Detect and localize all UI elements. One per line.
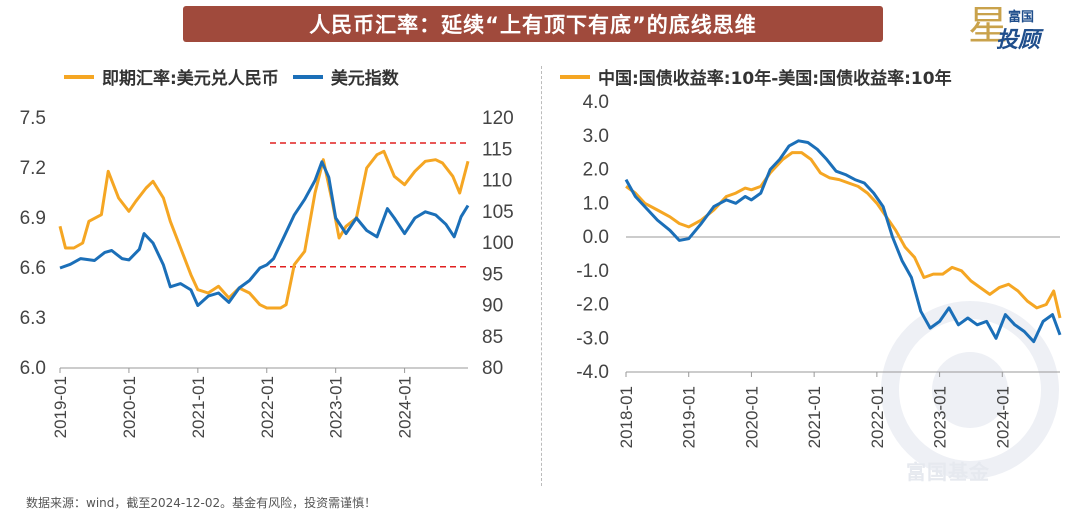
right-x-tick-label: 2021-01 xyxy=(805,386,824,448)
series-line-usdcny xyxy=(58,149,470,310)
right-chart-y-tick-label: -3.0 xyxy=(576,328,609,349)
left-y-tick-label: 6.9 xyxy=(20,208,46,229)
page-title: 人民币汇率：延续“上有顶下有底”的底线思维 xyxy=(183,6,883,42)
right-y-tick-label: 80 xyxy=(482,358,503,379)
left-x-tick-label: 2024-01 xyxy=(396,376,415,438)
left-y-tick-label: 6.3 xyxy=(20,308,46,329)
right-x-tick-label: 2024-01 xyxy=(993,386,1012,448)
right-y-tick-label: 110 xyxy=(482,171,512,192)
right-chart-y-tick-label: -2.0 xyxy=(576,295,609,316)
right-y-tick-label: 105 xyxy=(482,202,514,223)
brand-logo: 星 富国 投顾 xyxy=(968,4,1076,54)
right-x-tick-label: 2022-01 xyxy=(868,386,887,448)
legend-item-dxy: 美元指数 xyxy=(292,64,399,89)
chart-divider xyxy=(541,66,542,486)
left-y-tick-label: 7.2 xyxy=(20,158,46,179)
right-chart-legend: 中国:国债收益率:10年-美国:国债收益率:10年 xyxy=(560,64,966,89)
left-x-tick-label: 2022-01 xyxy=(258,376,277,438)
right-chart-y-tick-label: 0.0 xyxy=(583,227,609,248)
left-y-tick-label: 7.5 xyxy=(20,108,46,129)
series-line-dxy xyxy=(59,160,470,307)
right-x-tick-label: 2019-01 xyxy=(680,386,699,448)
right-chart-y-tick-label: 2.0 xyxy=(583,160,609,181)
right-chart-y-tick-label: 1.0 xyxy=(583,193,609,214)
left-y-tick-label: 6.0 xyxy=(20,358,46,379)
right-y-tick-label: 90 xyxy=(482,296,503,317)
right-y-tick-label: 120 xyxy=(482,108,514,129)
legend-item-spread: 中国:国债收益率:10年-美国:国债收益率:10年 xyxy=(560,64,952,89)
right-chart-y-tick-label: 3.0 xyxy=(583,126,609,147)
brand-small-text: 富国 xyxy=(1008,10,1035,25)
right-y-tick-label: 85 xyxy=(482,327,503,348)
right-y-tick-label: 115 xyxy=(482,139,512,160)
right-x-tick-label: 2020-01 xyxy=(742,386,761,448)
legend-swatch-yellow-2 xyxy=(560,74,590,79)
right-y-tick-label: 100 xyxy=(482,233,514,254)
brand-big-text: 投顾 xyxy=(996,28,1041,53)
right-chart-y-tick-label: -4.0 xyxy=(576,362,609,383)
left-x-tick-label: 2019-01 xyxy=(51,376,70,438)
legend-swatch-yellow xyxy=(64,74,94,79)
page-title-text: 人民币汇率：延续“上有顶下有底”的底线思维 xyxy=(309,13,757,37)
left-x-tick-label: 2021-01 xyxy=(189,376,208,438)
legend-item-usdcny: 即期汇率:美元兑人民币 xyxy=(64,64,279,89)
left-x-tick-label: 2023-01 xyxy=(327,376,346,438)
legend-swatch-blue xyxy=(292,74,323,79)
series-line-spread-blue xyxy=(624,139,1062,344)
source-footnote: 数据来源：wind，截至2024-12-02。基金有风险，投资需谨慎！ xyxy=(26,496,377,510)
left-x-tick-label: 2020-01 xyxy=(120,376,139,438)
watermark-logo-icon xyxy=(881,301,1059,479)
left-y-tick-label: 6.6 xyxy=(20,258,46,279)
star-icon: 星 xyxy=(968,3,1008,49)
right-chart-y-tick-label: -1.0 xyxy=(576,261,609,282)
left-chart-legend: 即期汇率:美元兑人民币 美元指数 xyxy=(64,64,413,89)
legend-label-spread: 中国:国债收益率:10年-美国:国债收益率:10年 xyxy=(598,69,952,89)
watermark-text: 富国基金 xyxy=(906,460,990,484)
legend-label-dxy: 美元指数 xyxy=(330,69,399,89)
right-chart-y-tick-label: 4.0 xyxy=(583,92,609,113)
right-x-tick-label: 2023-01 xyxy=(931,386,950,448)
legend-label-usdcny: 即期汇率:美元兑人民币 xyxy=(102,69,279,89)
right-x-tick-label: 2018-01 xyxy=(617,386,636,448)
right-y-tick-label: 95 xyxy=(482,264,503,285)
